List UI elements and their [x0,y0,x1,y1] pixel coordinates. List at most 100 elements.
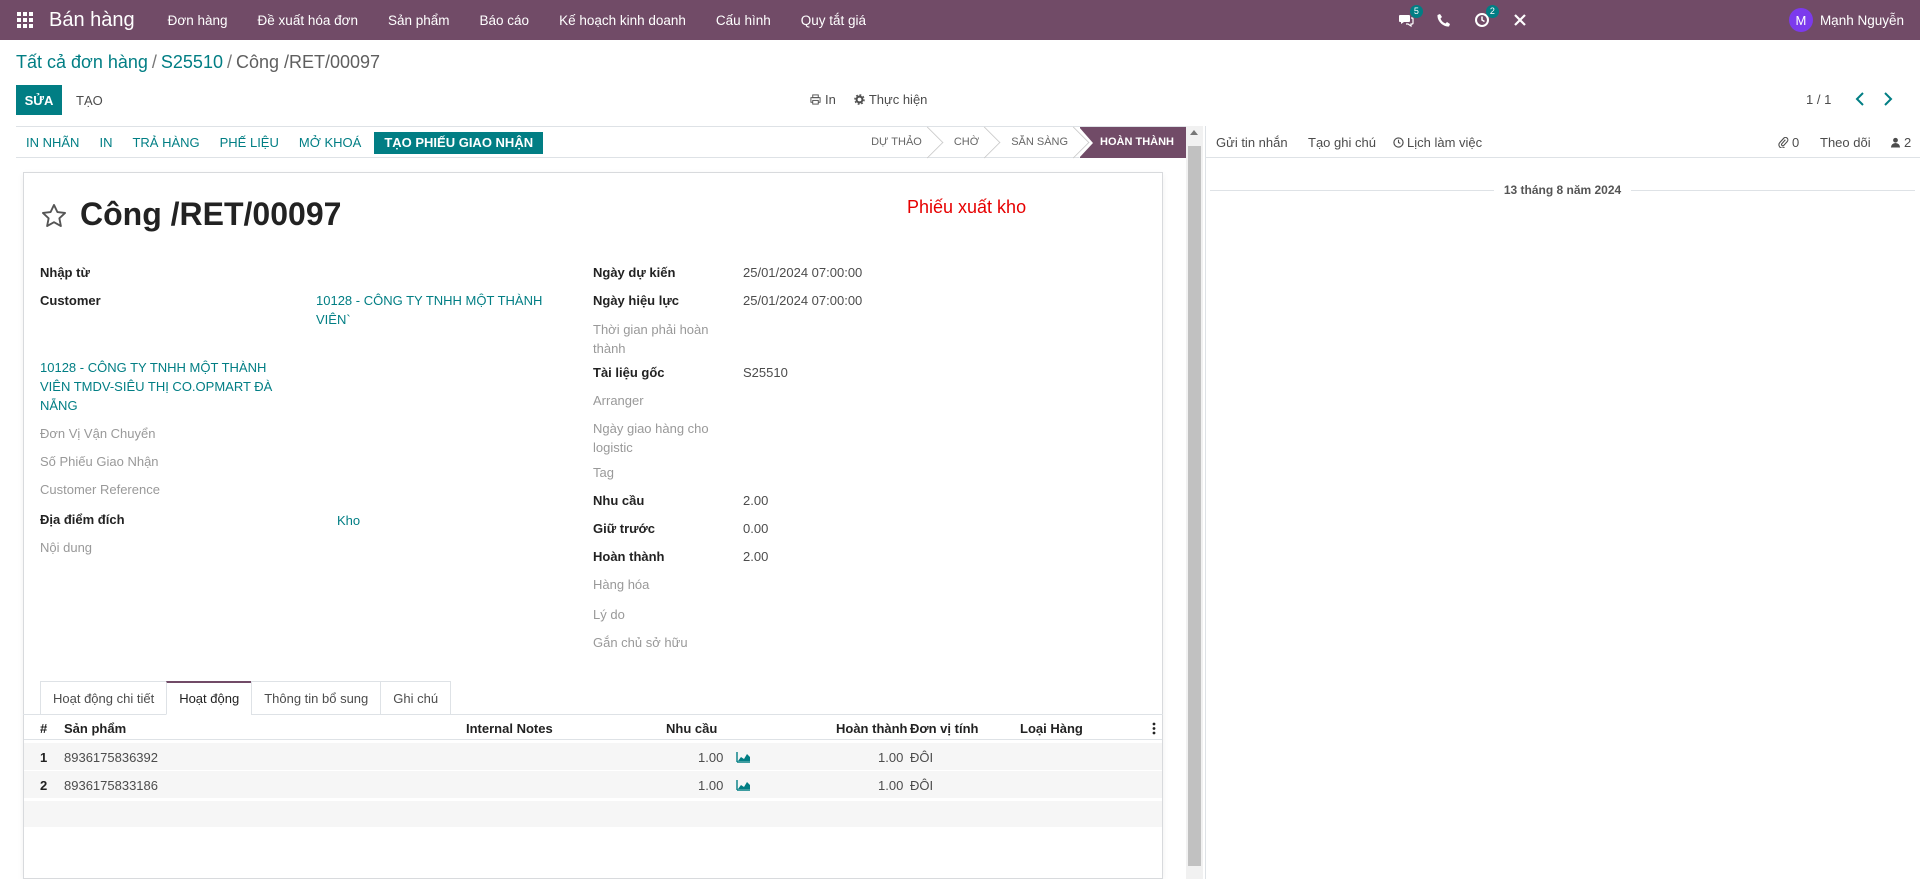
menu-invoice-proposal[interactable]: Đề xuất hóa đơn [257,12,358,28]
app-brand[interactable]: Bán hàng [49,8,135,31]
stage-pipeline: DỰ THẢO CHỜ SẴN SÀNG HOÀN THÀNH [851,127,1186,158]
row-done: 1.00 [878,778,904,793]
user-name: Mạnh Nguyễn [1819,12,1904,28]
pager-value[interactable]: 1 / 1 [1806,92,1832,107]
row-product: 8936175833186 [64,778,158,793]
gear-icon [854,94,865,105]
log-note-button[interactable]: Tạo ghi chú [1308,135,1376,150]
col-product[interactable]: Sản phẩm [64,721,127,736]
deadline-label-line2: thành [593,341,626,356]
top-navbar: Bán hàng Đơn hàng Đề xuất hóa đơn Sản ph… [0,0,1920,40]
customer-field[interactable]: 10128 - CÔNG TY TNHH MỘT THÀNH VIÊN` [316,291,556,329]
customer-value-line1: 10128 - CÔNG TY TNHH MỘT THÀNH [316,293,543,308]
phone-icon[interactable] [1435,11,1453,29]
print-icon [810,94,821,105]
col-product-type[interactable]: Loại Hàng [1020,721,1083,736]
menu-orders[interactable]: Đơn hàng [167,12,228,28]
table-row[interactable]: 1 8936175836392 1.00 1.00 ĐÔI [24,743,1162,771]
debug-tools-icon[interactable] [1511,11,1529,29]
table-row[interactable]: 2 8936175833186 1.00 1.00 ĐÔI [24,771,1162,799]
demand-label: Nhu cầu [593,493,645,508]
forecast-chart-icon[interactable] [736,751,751,763]
destination-value[interactable]: Kho [337,513,361,528]
tag-label: Tag [593,465,614,480]
user-menu[interactable]: M Mạnh Nguyễn [1788,8,1904,32]
stage-draft[interactable]: DỰ THẢO [851,127,934,158]
messages-badge: 5 [1409,5,1423,18]
follow-button[interactable]: Theo dõi [1820,135,1871,150]
tabs-divider [23,714,1163,715]
create-delivery-button[interactable]: TẠO PHIẾU GIAO NHẬN [374,132,544,154]
col-done[interactable]: Hoàn thành [836,721,908,736]
tab-detailed-operations[interactable]: Hoạt động chi tiết [40,681,168,715]
row-demand: 1.00 [698,778,724,793]
edit-button[interactable]: SỬA [16,85,62,115]
create-button[interactable]: TẠO [76,92,103,108]
menu-configuration[interactable]: Cấu hình [715,12,771,28]
apps-menu-icon[interactable] [16,11,34,29]
pager-prev-icon[interactable] [1851,90,1869,108]
stage-waiting[interactable]: CHỜ [934,127,991,158]
action-menu[interactable]: Thực hiện [854,92,927,107]
record-title[interactable]: Công /RET/00097 [80,196,342,232]
breadcrumb-all-orders[interactable]: Tất cả đơn hàng [16,52,148,72]
tab-note[interactable]: Ghi chú [380,681,452,715]
row-product: 8936175836392 [64,750,158,765]
scrollbar-thumb[interactable] [1188,146,1201,866]
address-line2: VIÊN TMDV-SIÊU THỊ CO.OPMART ĐÀ [40,379,273,394]
print-labels-button[interactable]: IN NHÃN [26,135,80,150]
row-demand: 1.00 [698,750,724,765]
send-message-button[interactable]: Gửi tin nhắn [1216,135,1288,150]
logistic-date-label: Ngày giao hàng cho logistic [593,419,709,457]
breadcrumb-order[interactable]: S25510 [160,52,223,72]
pager-next-icon[interactable] [1879,90,1897,108]
separator-line [1210,189,1494,191]
attachments-count: 0 [1792,135,1800,150]
logistic-label-line1: Ngày giao hàng cho [593,421,709,436]
schedule-activity-button[interactable]: Lịch làm việc [1393,135,1482,150]
print-menu[interactable]: In [810,92,836,107]
favorite-star-icon[interactable] [40,202,68,230]
col-demand[interactable]: Nhu cầu [666,721,718,736]
effective-date-value: 25/01/2024 07:00:00 [743,293,863,308]
followers-button[interactable]: 2 [1890,135,1911,150]
customer-value-line2: VIÊN` [316,312,351,327]
clock-icon [1393,137,1404,148]
customer-reference-label: Customer Reference [40,482,160,497]
stage-ready[interactable]: SẴN SÀNG [991,127,1080,158]
control-panel-actions: In Thực hiện [810,92,945,107]
attachments-button[interactable]: 0 [1778,135,1799,150]
stage-done[interactable]: HOÀN THÀNH [1079,127,1186,158]
print-label: In [825,92,836,107]
row-done: 1.00 [878,750,904,765]
row-number: 1 [40,750,48,765]
messages-icon[interactable]: 5 [1397,5,1423,29]
menu-pricing-rules[interactable]: Quy tắt giá [800,12,867,28]
avatar: M [1788,8,1813,32]
scroll-up-icon[interactable] [1190,130,1198,135]
delivery-number-label: Số Phiếu Giao Nhận [40,454,159,469]
optional-columns-icon[interactable] [1152,722,1156,735]
menu-business-plan[interactable]: Kế hoạch kinh doanh [559,12,686,28]
breadcrumb-current: Công /RET/00097 [235,52,381,72]
col-uom[interactable]: Đơn vị tính [910,721,979,736]
tab-operations[interactable]: Hoạt động [166,681,253,715]
tab-additional-info[interactable]: Thông tin bổ sung [251,681,382,715]
scrap-button[interactable]: PHẾ LIỆU [219,135,279,150]
row-uom: ĐÔI [910,778,934,793]
print-button[interactable]: IN [99,135,113,150]
effective-date-label: Ngày hiệu lực [593,293,679,308]
chatter-topbar: Gửi tin nhắn Tạo ghi chú Lịch làm việc 0… [1206,126,1920,158]
col-internal-notes[interactable]: Internal Notes [466,721,553,736]
customer-address[interactable]: 10128 - CÔNG TY TNHH MỘT THÀNH VIÊN TMDV… [40,358,280,415]
reserved-label: Giữ trước [593,521,656,536]
menu-reporting[interactable]: Báo cáo [479,12,530,28]
notebook-tabs: Hoạt động chi tiết Hoạt động Thông tin b… [40,681,452,715]
activities-icon[interactable]: 2 [1473,5,1499,29]
source-document-label: Tài liệu gốc [593,365,665,380]
menu-products[interactable]: Sản phẩm [387,12,450,28]
unlock-button[interactable]: MỞ KHOÁ [298,135,362,150]
source-document-value: S25510 [743,365,788,380]
return-button[interactable]: TRẢ HÀNG [132,135,200,150]
forecast-chart-icon[interactable] [736,779,751,791]
